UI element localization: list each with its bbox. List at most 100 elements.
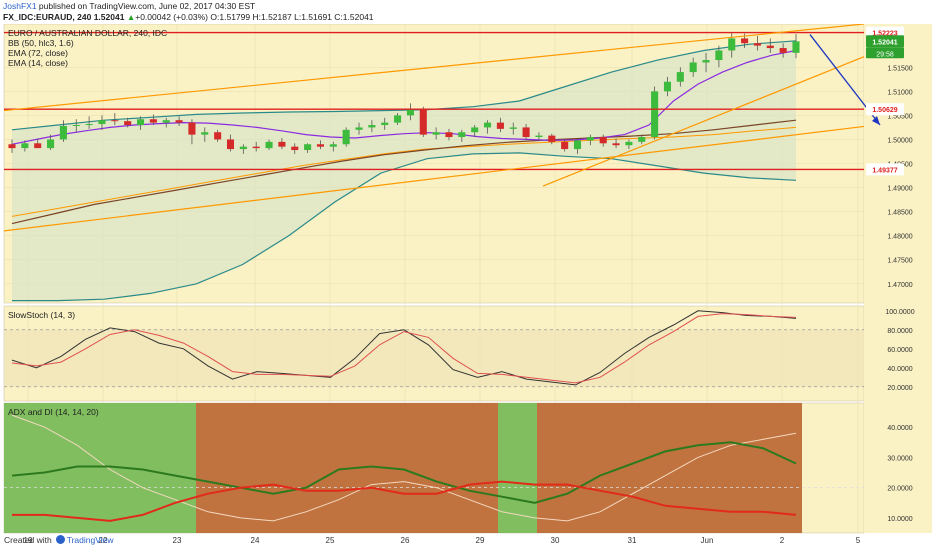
price-tag-bottom-bg <box>866 163 904 176</box>
bb-legend: BB (50, hlc3, 1.6) <box>8 38 74 48</box>
x-tick-label: 24 <box>251 536 260 544</box>
price-tag-bottom: 1.49377 <box>872 167 897 174</box>
price-tick-label: 1.48000 <box>887 234 912 241</box>
tradingview-logo-icon <box>55 535 65 544</box>
price-tag-top: 1.52223 <box>872 31 897 38</box>
close-label: C: <box>334 12 343 22</box>
candle-body <box>548 135 556 142</box>
stoch-band <box>4 329 864 387</box>
candle-body <box>304 144 312 151</box>
candle-body <box>214 132 222 140</box>
ema72-legend: EMA (72, close) <box>8 48 68 58</box>
published-text: published on TradingView.com, June 02, 2… <box>36 1 256 11</box>
candle-body <box>715 50 723 61</box>
trading-chart[interactable]: 19 22 23 24 25 26 29 30 31 Jun 2 51.515001.510001.5… <box>0 24 932 544</box>
symbol-line: FX_IDC:EURAUD, 240 1.52041 ▲+0.00042 (+0… <box>3 12 374 22</box>
di-minus-line <box>12 480 797 522</box>
candle-body <box>381 122 389 126</box>
candle-body <box>419 109 427 135</box>
candle-body <box>8 144 16 149</box>
candle-body <box>21 143 29 149</box>
x-tick-label: 19 <box>24 536 33 544</box>
adx-tick-label: 30.0000 <box>887 455 912 462</box>
candle-body <box>728 38 736 51</box>
price-tick-label: 1.50000 <box>887 137 912 144</box>
candle-body <box>175 120 183 123</box>
created-with-text: Created with <box>4 535 52 545</box>
price-tag-last: 1.52041 <box>872 39 897 46</box>
candle-body <box>663 81 672 92</box>
high-value: 1.52187 <box>260 12 292 22</box>
candle-body <box>291 146 299 151</box>
candle-body <box>47 139 55 149</box>
stoch-tick-label: 20.0000 <box>887 385 912 392</box>
candle-body <box>59 125 67 140</box>
x-tick-label: 25 <box>326 536 335 544</box>
price-tick-label: 1.51000 <box>887 89 912 96</box>
candle-body <box>612 143 620 146</box>
stoch-tick-label: 100.0000 <box>885 309 914 316</box>
adx-tick-label: 10.0000 <box>887 516 912 523</box>
candle-body <box>394 115 402 123</box>
chart-title: EURO / AUSTRALIAN DOLLAR, 240, IDC <box>8 28 167 38</box>
candle-body <box>432 132 440 135</box>
x-tick-label: 26 <box>401 536 410 544</box>
candle-body <box>573 140 582 150</box>
candles <box>8 32 800 154</box>
channel-bottom-line <box>3 125 865 232</box>
candle-body <box>445 132 453 138</box>
x-tick-label: 22 <box>99 536 108 544</box>
candle-body <box>34 143 42 149</box>
candle-body <box>98 120 106 125</box>
tradingview-link[interactable]: TradingView <box>66 535 114 545</box>
candle-body <box>226 139 235 150</box>
open-label: O: <box>210 12 220 22</box>
support-trendline <box>542 56 865 187</box>
adx-zones <box>4 403 802 533</box>
adx-zone <box>537 403 802 533</box>
candle-body <box>149 119 157 123</box>
stoch-d-line <box>11 313 797 384</box>
horizontal-levels <box>4 31 864 171</box>
adx-zone <box>498 403 537 533</box>
stoch-tick-label: 60.0000 <box>887 347 912 354</box>
candle-body <box>689 62 697 73</box>
candle-body <box>676 72 684 82</box>
trend-drawings <box>3 24 881 232</box>
x-tick-label: 23 <box>173 536 182 544</box>
adx-tick-label: 20.0000 <box>887 486 912 493</box>
candle-body <box>136 119 145 126</box>
candle-body <box>779 48 787 53</box>
candle-body <box>509 127 517 129</box>
stoch-tick-label: 40.0000 <box>887 366 912 373</box>
adx-lines <box>4 414 864 522</box>
footer: Created with TradingView <box>4 535 114 545</box>
bb-lower-line <box>12 152 797 302</box>
candle-body <box>522 127 530 138</box>
di-plus-line <box>11 441 797 504</box>
candle-body <box>586 137 594 141</box>
channel-top-line <box>3 24 865 112</box>
price-tag-mid-bg <box>866 103 904 116</box>
candle-body <box>651 91 659 138</box>
price-tag-mid: 1.50629 <box>872 107 897 114</box>
price-tag-last-bg <box>866 35 904 48</box>
candle-body <box>85 124 93 126</box>
candle-body <box>239 146 247 150</box>
countdown-tag: 29:58 <box>876 51 894 58</box>
adx-zone <box>4 403 196 533</box>
publish-line: JoshFX1 published on TradingView.com, Ju… <box>3 1 255 11</box>
candle-body <box>599 137 607 144</box>
candle-body <box>535 135 543 138</box>
candle-body <box>702 60 710 63</box>
price-tick-label: 1.50500 <box>887 113 912 120</box>
stoch-legend: SlowStoch (14, 3) <box>8 310 75 320</box>
candle-body <box>471 127 479 133</box>
author-link[interactable]: JoshFX1 <box>3 1 37 11</box>
stoch-k-line <box>11 310 797 386</box>
candle-body <box>638 137 646 142</box>
candle-body <box>252 146 260 149</box>
price-tick-label: 1.47500 <box>887 258 912 265</box>
stoch-tick-label: 80.0000 <box>887 328 912 335</box>
